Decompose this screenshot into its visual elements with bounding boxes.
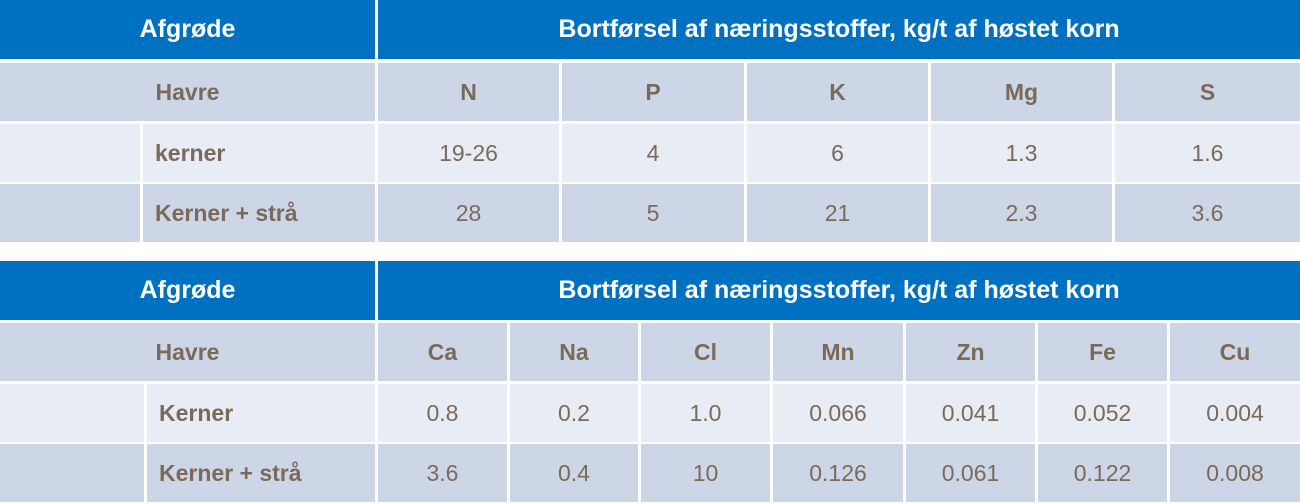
value-cell: 0.2 xyxy=(510,384,638,442)
nutrient-header: Ca xyxy=(378,323,507,381)
value-cell: 10 xyxy=(641,444,770,502)
crop-name: Havre xyxy=(0,63,375,121)
value-cell: 3.6 xyxy=(1115,184,1300,242)
row-label: Kerner + strå xyxy=(143,184,375,242)
value-cell: 0.066 xyxy=(773,384,903,442)
value-cell: 19-26 xyxy=(378,124,559,182)
value-cell: 0.122 xyxy=(1038,444,1167,502)
header-crop: Afgrøde xyxy=(0,261,375,320)
nutrient-header: Na xyxy=(510,323,638,381)
value-cell: 0.126 xyxy=(773,444,903,502)
value-cell: 1.6 xyxy=(1115,124,1300,182)
value-cell: 28 xyxy=(378,184,559,242)
indent-cell xyxy=(0,184,140,242)
nutrient-header: Fe xyxy=(1038,323,1167,381)
indent-cell xyxy=(0,384,144,442)
value-cell: 0.8 xyxy=(378,384,507,442)
header-title: Bortførsel af næringsstoffer, kg/t af hø… xyxy=(378,261,1300,320)
header-crop: Afgrøde xyxy=(0,0,375,59)
nutrient-header: S xyxy=(1115,63,1300,121)
value-cell: 5 xyxy=(562,184,744,242)
nutrient-header: Zn xyxy=(906,323,1035,381)
crop-name: Havre xyxy=(0,323,375,381)
value-cell: 4 xyxy=(562,124,744,182)
row-label: Kerner xyxy=(147,384,375,442)
nutrient-header: Mn xyxy=(773,323,903,381)
indent-cell xyxy=(0,444,144,502)
header-title: Bortførsel af næringsstoffer, kg/t af hø… xyxy=(378,0,1300,59)
value-cell: 0.061 xyxy=(906,444,1035,502)
value-cell: 3.6 xyxy=(378,444,507,502)
nutrient-header: Mg xyxy=(931,63,1112,121)
value-cell: 0.004 xyxy=(1170,384,1300,442)
value-cell: 2.3 xyxy=(931,184,1112,242)
value-cell: 0.008 xyxy=(1170,444,1300,502)
indent-cell xyxy=(0,124,140,182)
row-label: Kerner + strå xyxy=(147,444,375,502)
nutrient-header: Cu xyxy=(1170,323,1300,381)
value-cell: 0.052 xyxy=(1038,384,1167,442)
value-cell: 0.041 xyxy=(906,384,1035,442)
nutrient-header: N xyxy=(378,63,559,121)
row-label: kerner xyxy=(143,124,375,182)
nutrient-header: K xyxy=(747,63,928,121)
value-cell: 6 xyxy=(747,124,928,182)
nutrient-header: P xyxy=(562,63,744,121)
value-cell: 21 xyxy=(747,184,928,242)
value-cell: 0.4 xyxy=(510,444,638,502)
nutrient-header: Cl xyxy=(641,323,770,381)
value-cell: 1.0 xyxy=(641,384,770,442)
value-cell: 1.3 xyxy=(931,124,1112,182)
